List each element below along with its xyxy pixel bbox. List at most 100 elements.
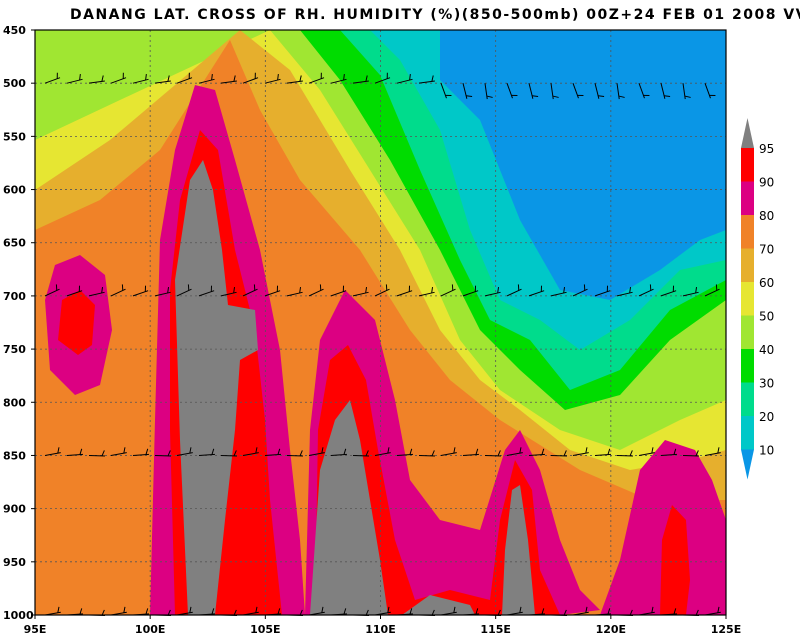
wind-barb <box>330 74 347 84</box>
rh-above-95-east <box>502 485 535 615</box>
wind-barb <box>66 285 83 297</box>
wind-barb <box>440 83 452 99</box>
x-tick-label: 100E <box>135 623 165 636</box>
rh-90-95-east <box>660 505 690 615</box>
colorbar-swatch <box>741 349 754 383</box>
wind-barb <box>594 83 605 99</box>
colorbar: 10 20 30 40 50 60 70 80 90 95 <box>741 118 774 480</box>
wind-barb <box>462 285 479 297</box>
wind-barb <box>88 286 105 297</box>
x-tick-label: 95E <box>24 623 47 636</box>
wind-barb <box>462 83 473 99</box>
wind-barb <box>242 284 258 297</box>
wind-barb <box>484 450 502 457</box>
wind-barb <box>550 286 567 297</box>
wind-barb <box>264 448 281 456</box>
wind-barb <box>286 286 303 297</box>
wind-barb <box>132 285 149 297</box>
wind-barb <box>572 83 584 99</box>
chart-title: DANANG LAT. CROSS OF RH. HUMIDITY (%)(85… <box>70 7 800 23</box>
colorbar-label: 20 <box>759 410 774 424</box>
wind-barb <box>352 450 370 457</box>
wind-barb <box>88 75 105 84</box>
wind-barb <box>220 75 237 84</box>
colorbar-label: 95 <box>759 142 774 156</box>
wind-barb <box>704 284 720 297</box>
colorbar-swatch <box>741 148 754 182</box>
wind-barb <box>242 447 259 456</box>
wind-barb <box>418 286 435 297</box>
x-tick-label: 120E <box>596 623 626 636</box>
wind-barb <box>638 83 650 99</box>
colorbar-swatch <box>741 382 754 416</box>
y-tick-label: 900 <box>3 503 26 516</box>
rh-above-95-floor <box>402 595 475 615</box>
y-tick-label: 600 <box>3 184 26 197</box>
wind-barb <box>110 447 127 456</box>
wind-barb <box>198 285 215 297</box>
y-tick-label: 500 <box>3 77 26 90</box>
rh-90-95-west <box>58 290 95 355</box>
wind-barb <box>220 450 238 457</box>
colorbar-label: 60 <box>759 276 774 290</box>
wind-barb <box>110 284 126 297</box>
wind-barb <box>308 284 324 297</box>
colorbar-swatch <box>741 248 754 282</box>
wind-barb <box>264 74 281 84</box>
x-tick-label: 115E <box>480 623 510 636</box>
wind-barb <box>528 285 545 297</box>
wind-barb <box>616 83 625 100</box>
rh-above-95-mid <box>310 400 388 615</box>
wind-barb <box>352 286 369 297</box>
y-tick-label: 850 <box>3 449 26 462</box>
y-tick-label: 650 <box>3 237 26 250</box>
x-tick-label: 125E <box>711 623 741 636</box>
wind-barb <box>110 72 127 84</box>
colorbar-swatch <box>741 215 754 249</box>
wind-barb <box>528 83 539 99</box>
wind-barb <box>330 285 347 297</box>
wind-barb <box>176 284 192 297</box>
rh-80-90-east <box>600 440 726 615</box>
colorbar-label: 90 <box>759 176 774 190</box>
wind-barb <box>572 284 588 297</box>
colorbar-arrow-bottom <box>741 449 754 480</box>
wind-barb <box>66 74 83 84</box>
wind-barb <box>616 286 633 297</box>
wind-barb <box>638 447 655 456</box>
y-axis: 450 500 550 600 650 700 750 800 850 900 950 1000 <box>3 24 35 622</box>
wind-barb <box>374 72 391 84</box>
y-tick-label: 550 <box>3 130 26 143</box>
wind-barb <box>374 447 391 456</box>
wind-barb <box>66 448 83 456</box>
wind-barbs <box>44 72 721 617</box>
wind-barb <box>418 450 436 457</box>
wind-barb <box>264 285 281 297</box>
wind-barb <box>132 74 149 84</box>
colorbar-arrow-top <box>741 118 754 148</box>
wind-barb <box>594 448 611 456</box>
x-tick-label: 110E <box>365 623 395 636</box>
colorbar-swatch <box>741 282 754 316</box>
wind-barb <box>506 447 523 456</box>
wind-barb <box>132 448 149 456</box>
wind-barb <box>176 72 193 84</box>
wind-barb <box>440 284 456 297</box>
wind-barb <box>286 450 304 457</box>
wind-barb <box>594 285 611 297</box>
wind-barb <box>682 83 691 100</box>
wind-barb <box>616 450 634 457</box>
grid <box>35 30 726 615</box>
wind-barb <box>308 72 325 84</box>
wind-barb <box>154 75 171 84</box>
wind-barb <box>286 75 303 84</box>
wind-barb <box>484 83 493 100</box>
wind-barb <box>682 286 699 297</box>
wind-barb <box>176 447 193 456</box>
rh-contour-fill <box>35 30 726 615</box>
wind-barb <box>396 285 413 297</box>
y-tick-label: 950 <box>3 556 26 569</box>
y-tick-label: 800 <box>3 396 26 409</box>
wind-barb <box>396 448 413 456</box>
